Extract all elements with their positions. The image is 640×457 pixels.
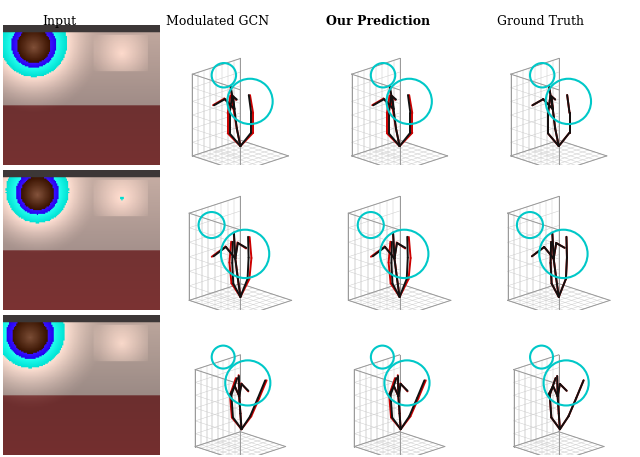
Text: Input: Input (42, 15, 76, 27)
Text: Modulated GCN: Modulated GCN (166, 15, 269, 27)
Text: Ground Truth: Ground Truth (497, 15, 584, 27)
Text: Our Prediction: Our Prediction (326, 15, 429, 27)
